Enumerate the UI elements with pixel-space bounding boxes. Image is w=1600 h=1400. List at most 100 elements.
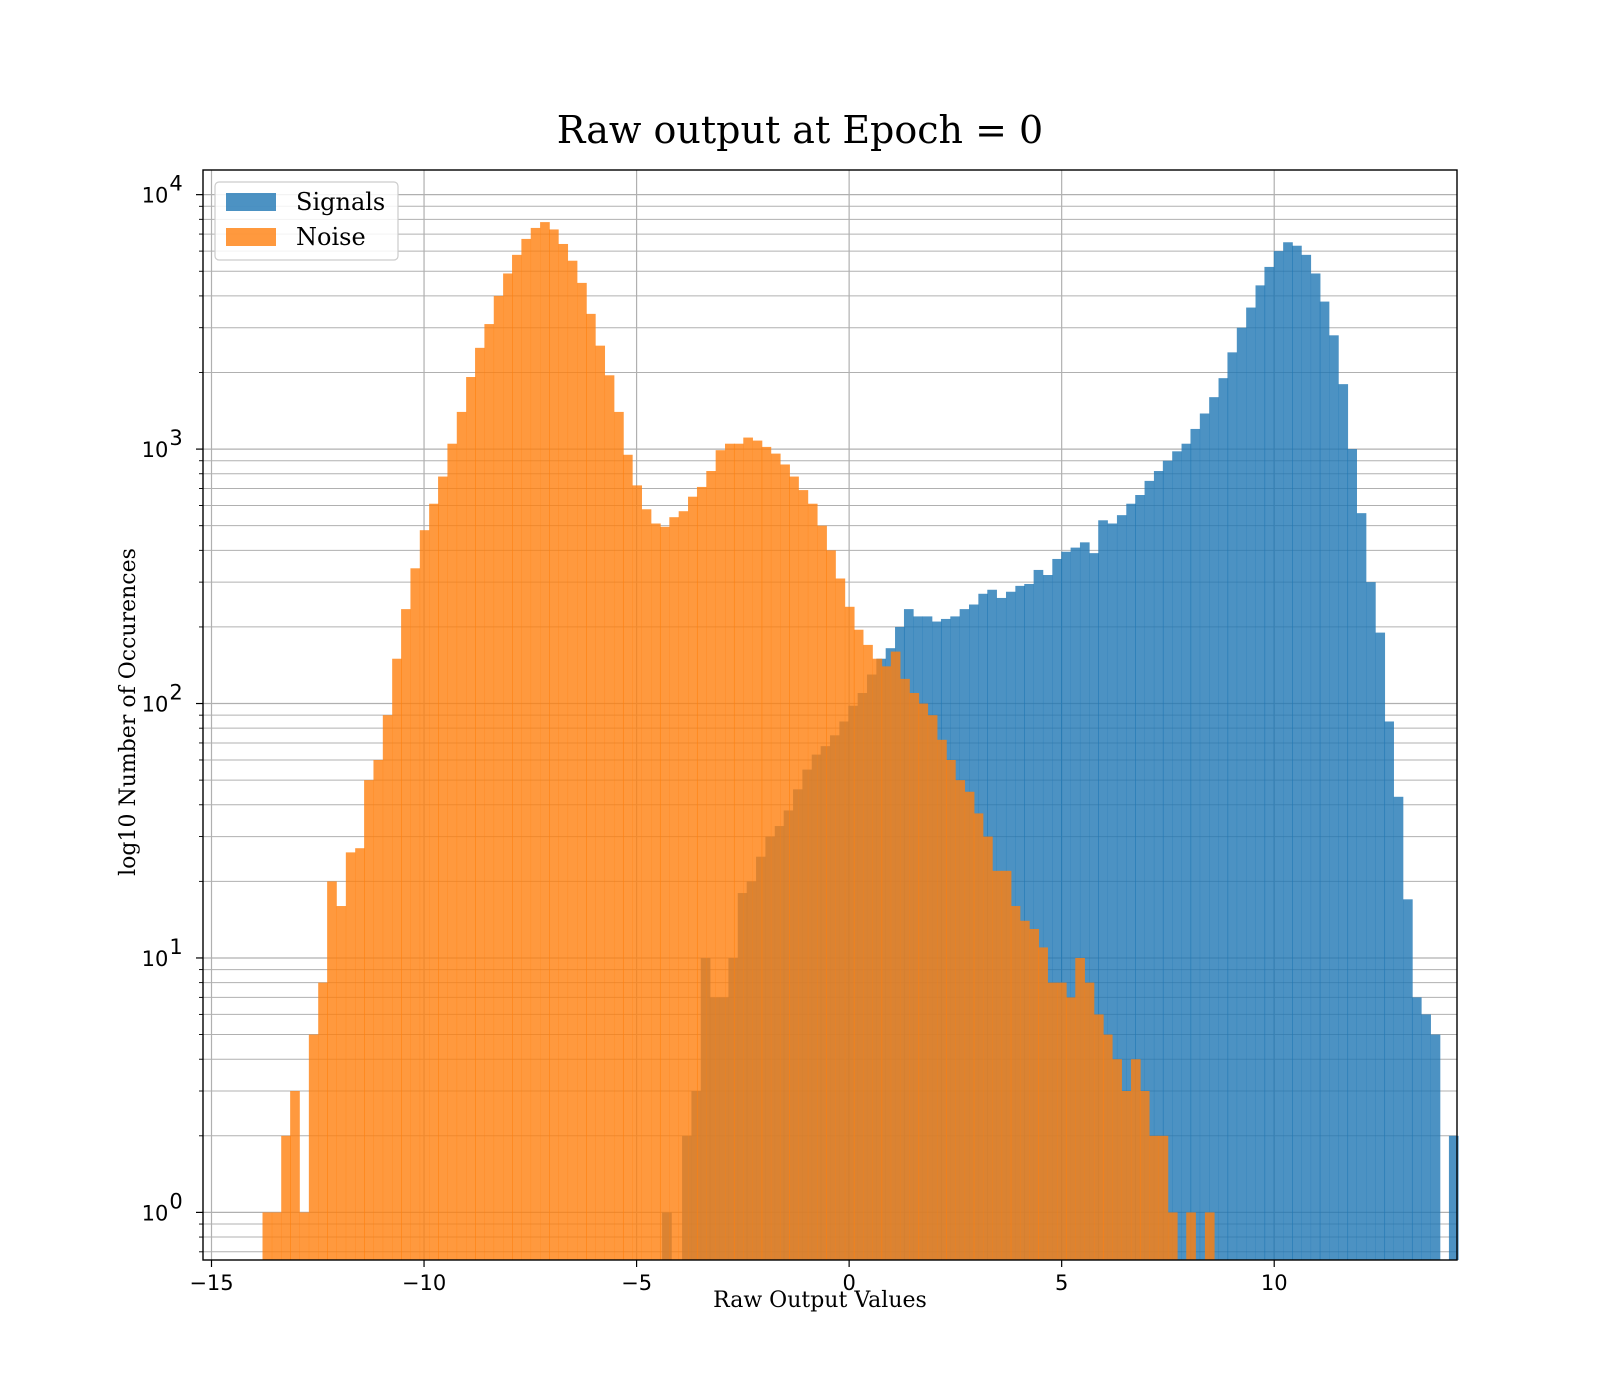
histogram-bar [1375,632,1386,1260]
x-tick-label: 0 [842,1271,855,1295]
histogram-bar [1162,460,1173,1260]
y-tick-label: 10 [142,1201,169,1225]
histogram-bar [419,530,430,1260]
histogram-bar [844,606,855,1260]
histogram-bar [1186,1212,1196,1260]
histogram-bar [1338,384,1349,1260]
histogram-bar [1319,301,1330,1261]
histogram-bar [1181,443,1192,1261]
histogram-bar [900,678,910,1260]
histogram-bar [1029,928,1040,1260]
histogram-bar [318,982,328,1260]
histogram-bar [1093,1014,1104,1260]
histogram-bar [1144,480,1155,1260]
histogram-bar [798,490,809,1261]
histogram-bar [946,759,956,1260]
histogram-bar [1292,245,1302,1261]
histogram-bar [549,229,559,1260]
histogram-bar [1384,721,1394,1260]
histogram-bar [733,443,744,1261]
x-tick-label: −10 [402,1271,446,1295]
histogram-bar [1001,870,1012,1260]
histogram-bar [1329,335,1339,1261]
histogram-bar [890,651,901,1260]
histogram-bar [521,238,532,1260]
histogram-bar [1236,327,1247,1260]
histogram-bar [327,881,337,1260]
x-tick-label: −5 [621,1271,652,1295]
y-axis-label: log10 Number of Occurences [116,548,141,876]
histogram-bar [770,453,781,1260]
histogram-bar [577,282,587,1260]
histogram-bar [1135,495,1145,1260]
histogram-bar [382,715,393,1260]
legend-label-noise: Noise [296,223,366,251]
y-tick-label: 10 [142,947,169,971]
histogram-bar [373,759,384,1260]
histogram-bar [817,525,827,1260]
histogram-bar [881,666,892,1260]
histogram-bar [659,526,670,1260]
histogram-bar [567,260,578,1260]
histogram-bar [641,509,652,1260]
histogram-bar [1084,982,1095,1260]
histogram-bar [1121,1091,1132,1260]
legend-swatch-signals [226,193,276,211]
histogram-bar [725,443,735,1261]
histogram-bar [761,446,772,1261]
chart-title: Raw output at Epoch = 0 [557,108,1043,152]
histogram-bar [1255,285,1266,1260]
histogram-bar [604,375,615,1260]
histogram-bar [1130,1059,1141,1260]
histogram-bar [715,450,726,1260]
histogram-bar [983,836,993,1260]
histogram-bar [447,443,458,1261]
histogram-bar [1411,997,1422,1260]
histogram-bar [540,222,550,1260]
histogram-bar [780,464,790,1260]
x-tick-label: 10 [1261,1271,1288,1295]
histogram-bar [410,568,421,1260]
y-tick-exponent: 0 [169,1189,182,1213]
histogram-bar [1393,796,1404,1260]
histogram-bar [1061,551,1071,1260]
histogram-bar [1246,307,1256,1260]
histogram-bar [1264,266,1275,1260]
histogram-bar [595,345,606,1261]
histogram-bar [632,485,643,1260]
histogram-bar [1403,899,1413,1260]
histogram-bar [872,658,883,1260]
histogram-bar [853,629,864,1260]
histogram-bar [973,813,984,1260]
histogram-bar [1218,378,1229,1261]
histogram-bar [1098,520,1108,1260]
histogram-bar [281,1135,291,1260]
histogram-bar [706,471,716,1260]
histogram-bar [743,437,753,1260]
histogram-bar [1079,542,1090,1260]
histogram-bar [1199,413,1210,1260]
histogram-bar [863,644,873,1260]
histogram-bar [429,503,439,1261]
histogram-bar [1172,451,1182,1260]
histogram-bar [1204,1212,1215,1260]
legend-swatch-noise [226,228,276,246]
histogram-bars [262,222,1459,1261]
histogram-bar [835,578,846,1260]
histogram-bar [530,227,541,1260]
histogram-bar [1065,997,1076,1260]
histogram-bar [475,347,485,1260]
histogram-bar [789,476,799,1260]
histogram-bar [1089,553,1099,1260]
histogram-bar [909,692,920,1260]
histogram-bar [1052,558,1062,1260]
legend-label-signals: Signals [296,188,385,216]
histogram-bar [345,852,356,1260]
histogram-bar [438,476,448,1260]
histogram-bar [1139,1091,1150,1260]
histogram-bar [1070,547,1081,1260]
histogram-bar [1075,957,1085,1260]
histogram-bar [1112,1059,1122,1260]
